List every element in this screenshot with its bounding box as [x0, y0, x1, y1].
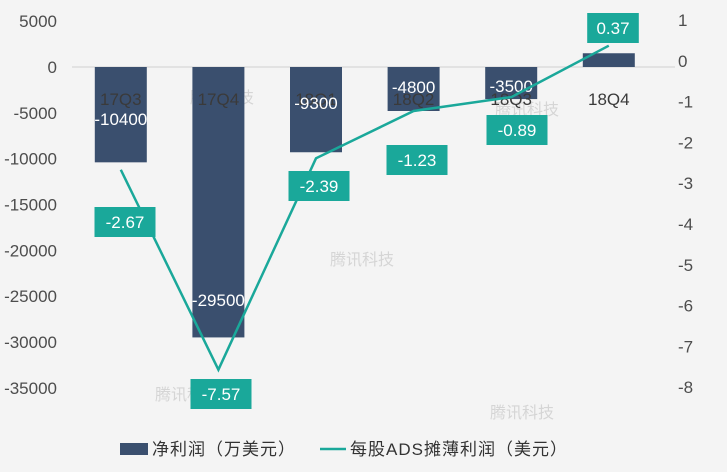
eps-label-box	[288, 171, 350, 201]
right-axis-tick: -1	[678, 93, 693, 112]
right-axis-tick: -5	[678, 256, 693, 275]
bar-data-label: -4800	[392, 78, 435, 97]
left-axis-tick: -15000	[4, 196, 57, 215]
eps-label-box	[486, 115, 548, 145]
quarter-label: 17Q4	[198, 90, 240, 109]
left-axis-tick: 0	[48, 58, 57, 77]
bar	[485, 67, 538, 100]
left-axis-tick: -5000	[14, 104, 57, 123]
bar	[582, 53, 635, 67]
bar-data-labels: -10400 -29500 -9300 -4800 -3500	[94, 77, 533, 310]
watermark-text: 腾讯科技	[330, 251, 394, 269]
right-axis-tick: -2	[678, 133, 693, 152]
watermark-text: 腾讯科技	[490, 404, 554, 422]
legend-line-label: 每股ADS摊薄利润（美元）	[350, 440, 568, 459]
category-labels: 17Q3 17Q4 18Q1 18Q2 18Q3 18Q4	[100, 90, 630, 109]
eps-data-label: -7.57	[202, 385, 241, 404]
eps-data-label: -2.39	[300, 177, 339, 196]
quarter-label: 18Q1	[295, 90, 337, 109]
right-axis: 1 0 -1 -2 -3 -4 -5 -6 -7 -8	[678, 11, 693, 397]
legend-bar-swatch	[120, 443, 148, 455]
left-axis-tick: -25000	[4, 287, 57, 306]
right-axis-tick: -6	[678, 297, 693, 316]
eps-label-box	[94, 207, 156, 237]
eps-label-box	[587, 13, 639, 43]
quarter-label: 18Q2	[393, 90, 435, 109]
right-axis-tick: 0	[678, 52, 687, 71]
eps-line	[119, 44, 610, 373]
right-axis-tick: -8	[678, 378, 693, 397]
eps-data-label: -1.23	[398, 151, 437, 170]
line-data-labels: -2.67 -7.57 -2.39 -1.23 -0.89 0.37	[94, 13, 639, 409]
quarter-label: 18Q4	[588, 90, 630, 109]
watermark-text: 腾讯科技	[495, 101, 559, 119]
left-axis: 5000 0 -5000 -10000 -15000 -20000 -25000 -30000…	[4, 12, 57, 398]
bar	[192, 67, 245, 338]
legend-bar-label: 净利润（万美元）	[152, 440, 296, 459]
bar-data-label: -9300	[294, 94, 337, 113]
line-series	[119, 44, 610, 373]
eps-label-box	[386, 145, 448, 175]
left-axis-tick: 5000	[19, 12, 57, 31]
eps-label-box	[190, 379, 252, 409]
eps-data-label: -0.89	[498, 121, 537, 140]
left-axis-tick: -20000	[4, 241, 57, 260]
left-axis-tick: -30000	[4, 333, 57, 352]
bar-data-label: -10400	[94, 110, 147, 129]
left-axis-tick: -35000	[4, 379, 57, 398]
quarter-label: 18Q3	[490, 90, 532, 109]
right-axis-tick: -3	[678, 174, 693, 193]
bar	[290, 67, 342, 153]
eps-data-label: -2.67	[106, 213, 145, 232]
bar	[387, 67, 440, 112]
left-axis-tick: -10000	[4, 150, 57, 169]
legend: 净利润（万美元） 每股ADS摊薄利润（美元）	[120, 440, 568, 459]
quarter-label: 17Q3	[100, 90, 142, 109]
right-axis-tick: -7	[678, 337, 693, 356]
right-axis-tick: 1	[678, 11, 687, 30]
bar-data-label: -3500	[489, 77, 532, 96]
right-axis-tick: -4	[678, 215, 693, 234]
bar-series	[94, 53, 635, 338]
eps-data-label: 0.37	[596, 19, 629, 38]
bar-data-label: -29500	[192, 291, 245, 310]
bar	[94, 67, 147, 163]
